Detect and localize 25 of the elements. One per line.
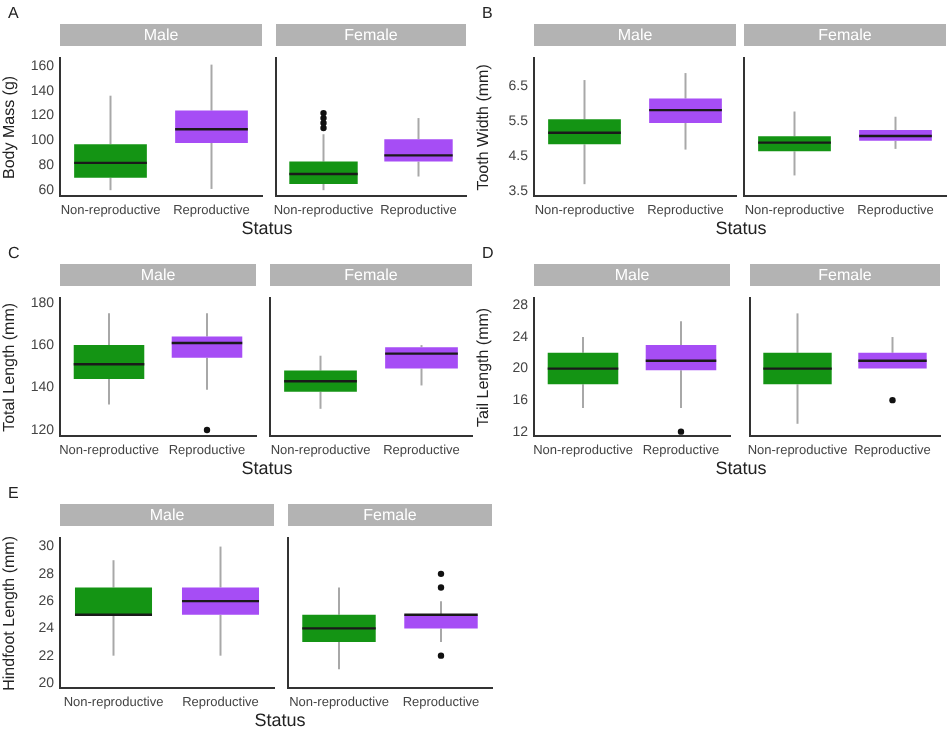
text: E [8, 484, 19, 502]
y-axis-title: Total Length (mm) [0, 302, 19, 432]
x-axis-title: Status [713, 218, 769, 238]
chart-title: Female [744, 24, 946, 46]
chart-title: Male [60, 504, 274, 526]
chart-title: Male [60, 24, 262, 46]
y-axis-title: Hindfoot Length (mm) [0, 535, 19, 691]
chart-title: Female [270, 264, 472, 286]
x-axis-title: Status [252, 710, 308, 730]
text: C [8, 244, 20, 262]
chart-title: Female [276, 24, 466, 46]
text: D [482, 244, 494, 262]
chart-title: Female [288, 504, 492, 526]
chart-title: Male [534, 264, 730, 286]
text: A [8, 4, 19, 22]
text: B [482, 4, 493, 22]
chart-title: Male [534, 24, 736, 46]
chart-title: Male [60, 264, 256, 286]
x-axis-title: Status [239, 218, 295, 238]
y-axis-title: Tooth Width (mm) [474, 63, 493, 191]
x-axis-title: Status [713, 458, 769, 478]
x-axis-title: Status [239, 458, 295, 478]
y-axis-title: Body Mass (g) [0, 75, 19, 179]
chart-title: Female [750, 264, 940, 286]
y-axis-title: Tail Length (mm) [474, 307, 493, 427]
